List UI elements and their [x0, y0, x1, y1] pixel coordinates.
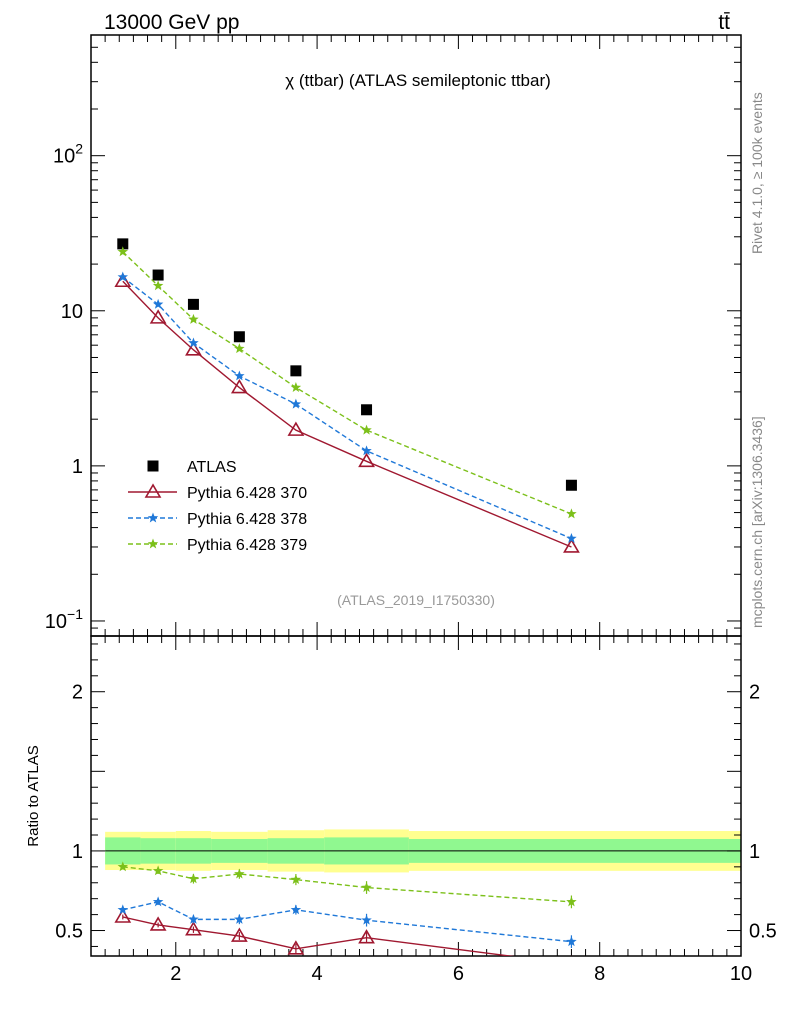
x-tick-label: 6	[453, 963, 464, 985]
data-point	[152, 269, 164, 281]
data-point	[290, 398, 302, 409]
data-point	[188, 873, 199, 884]
ratio-y-tick-label: 1	[72, 841, 83, 863]
data-point	[117, 861, 129, 872]
legend-entry: Pythia 6.428 379	[128, 537, 307, 554]
rivet-version-label: Rivet 4.1.0, ≥ 100k events	[749, 92, 765, 254]
data-point	[361, 424, 372, 435]
data-point	[290, 365, 302, 377]
data-point	[152, 865, 164, 876]
ratio-y-tick-label: 2	[749, 682, 760, 704]
data-point	[187, 298, 199, 310]
data-point	[563, 538, 580, 553]
data-point	[358, 929, 375, 944]
mcplots-reference-label: mcplots.cern.ch [arXiv:1306.3436]	[749, 416, 765, 628]
ratio-y-tick-label: 1	[749, 841, 760, 863]
data-point	[117, 238, 129, 250]
data-point	[149, 309, 167, 324]
ratio-y-axis-label: Ratio to ATLAS	[25, 745, 42, 846]
legend-label: Pythia 6.428 378	[187, 511, 307, 528]
legend-label: Pythia 6.428 379	[187, 537, 307, 554]
main-y-axis-ticks: 10−1 1 10 102	[45, 34, 741, 637]
data-point	[361, 914, 372, 925]
main-series-1	[114, 272, 580, 553]
data-point	[149, 916, 167, 931]
analysis-tag: (ATLAS_2019_I1750330)	[337, 592, 495, 608]
data-point	[230, 927, 248, 942]
data-point	[566, 936, 577, 947]
data-point	[234, 343, 245, 354]
data-point	[185, 921, 202, 936]
legend-marker	[147, 512, 159, 523]
ratio-y-tick-label: 0.5	[749, 921, 777, 943]
ratio-series-1	[117, 896, 577, 949]
y-tick-label: 102	[53, 141, 83, 168]
main-series-3	[117, 246, 577, 519]
data-point	[287, 940, 305, 955]
header-process: 13000 GeV pp	[104, 11, 239, 34]
main-series-2	[117, 271, 577, 543]
data-point	[117, 246, 129, 257]
legend-label: ATLAS	[187, 459, 237, 476]
data-point	[185, 341, 202, 356]
main-series-0	[117, 238, 577, 491]
data-point	[290, 904, 302, 915]
data-point	[566, 896, 577, 907]
y-tick-label: 10−1	[45, 606, 83, 633]
data-point	[361, 404, 373, 416]
legend-entry: Pythia 6.428 370	[128, 483, 307, 502]
legend-label: Pythia 6.428 370	[187, 485, 307, 502]
ratio-y-axis-ticks: 0.5 0.5 1 1 2 2	[55, 643, 777, 947]
data-point	[152, 298, 164, 309]
legend-marker	[147, 460, 159, 472]
data-point	[188, 913, 199, 924]
data-point	[290, 874, 302, 885]
y-tick-label: 1	[72, 456, 83, 478]
ratio-plot-frame	[90, 635, 742, 957]
data-point	[234, 370, 245, 381]
data-point	[114, 908, 132, 923]
ratio-series-2	[117, 861, 577, 909]
legend-entry: Pythia 6.428 378	[128, 511, 307, 528]
x-axis-ticks: 2 4 6 8 10	[104, 35, 752, 985]
data-point	[571, 955, 572, 956]
legend-marker	[144, 483, 162, 498]
series-line	[122, 280, 572, 548]
series-line	[122, 901, 572, 943]
data-point	[188, 313, 199, 324]
legend-marker	[147, 538, 159, 549]
ratio-y-tick-label: 0.5	[55, 921, 83, 943]
data-point	[188, 337, 199, 348]
legend-entry: ATLAS	[147, 459, 237, 476]
data-point	[361, 882, 372, 892]
data-point	[230, 378, 248, 394]
data-point	[287, 421, 305, 436]
series-line	[122, 916, 515, 956]
ratio-y-tick-label: 2	[72, 682, 83, 704]
ratio-series-0	[114, 908, 572, 956]
data-point	[566, 508, 577, 519]
main-plot-title: χ (ttbar) (ATLAS semileptonic ttbar)	[285, 71, 551, 90]
data-point	[361, 445, 372, 456]
x-tick-label: 2	[170, 963, 181, 985]
data-point	[358, 452, 375, 468]
x-tick-label: 8	[594, 963, 605, 985]
data-point	[117, 271, 129, 282]
legend: ATLAS Pythia 6.428 370 Pythia 6.428 378 Pyt…	[128, 459, 307, 554]
data-point	[233, 331, 245, 343]
data-point	[152, 896, 164, 907]
data-point	[234, 868, 245, 879]
x-tick-label: 10	[730, 963, 752, 985]
data-point	[234, 913, 245, 924]
data-point	[566, 533, 577, 543]
data-point	[117, 904, 129, 915]
data-point	[565, 479, 577, 491]
header-final-state: tt̄	[718, 11, 730, 34]
y-tick-label: 10	[61, 301, 83, 323]
data-point	[152, 280, 164, 291]
x-tick-label: 4	[312, 963, 323, 985]
data-point	[290, 382, 302, 392]
